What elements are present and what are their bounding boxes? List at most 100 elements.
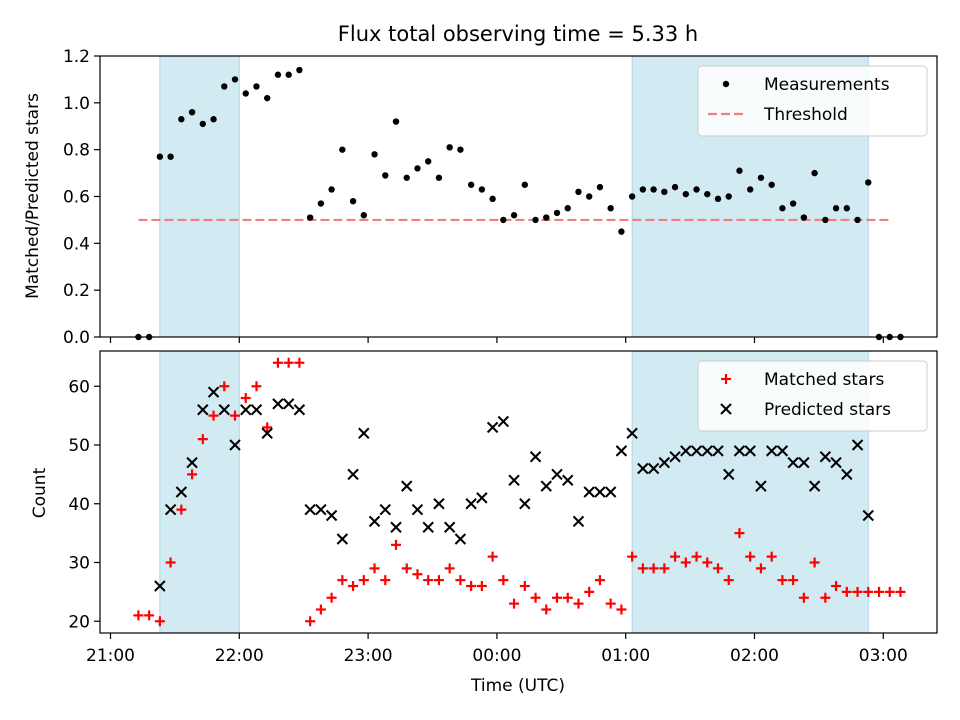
predicted-star-point [433,498,445,510]
legend-marker-measurements [722,80,730,88]
measurement-point [586,193,593,200]
cross-b [733,445,746,457]
top-y-tick-label: 1.2 [63,47,90,67]
matched-star-point [519,581,530,591]
bottom-y-tick-label: 40 [68,495,90,515]
measurement-point [714,195,722,203]
x-axis-label: Time (UTC) [470,676,565,696]
top-y-tick-label: 1.0 [63,94,90,114]
matched-star-point [498,575,509,586]
predicted-star-point [798,456,810,469]
measurement-point [693,186,700,193]
predicted-star-point [712,445,724,457]
matched-star-point [444,563,455,574]
bottom-legend-label: Matched stars [764,370,884,390]
predicted-star-point [347,468,359,481]
predicted-star-point [755,480,767,492]
cross-b [680,445,692,457]
cross-b [723,468,735,481]
matched-star-point [476,581,487,591]
cross-b [594,486,606,498]
measurement-point [510,212,518,219]
matched-star-point [154,616,165,627]
predicted-star-point [154,580,166,592]
cross-b [637,462,649,475]
top-y-tick-label: 0.6 [63,188,90,208]
matched-star-point [487,551,498,562]
predicted-star-point [658,456,671,469]
measurement-point [532,216,539,224]
measurement-point [167,153,174,160]
matched-star-point [541,604,552,615]
predicted-star-point [830,456,842,469]
predicted-star-point [304,503,316,516]
cross-b [841,468,853,481]
cross-b [508,474,520,486]
cross-b [669,451,681,463]
matched-star-point [208,410,219,421]
predicted-star-point [207,386,220,398]
measurement-point [607,205,614,212]
measurement-point [306,214,314,221]
cross-b [701,445,713,457]
top-shaded-interval [159,55,240,338]
top-y-tick-label: 0.0 [63,328,90,348]
predicted-star-point [519,498,531,510]
matched-star-point [412,569,423,580]
measurement-point [349,197,357,205]
cross-b [454,533,467,545]
bottom-y-tick-label: 30 [68,554,90,574]
cross-b [261,427,273,439]
cross-b [272,398,284,410]
measurement-point [832,205,840,212]
predicted-star-point [401,480,413,492]
top-legend-label: Threshold [763,105,848,125]
predicted-star-point [186,456,198,469]
cross-b [422,521,434,533]
matched-star-point [315,604,326,615]
matched-star-point [884,586,895,597]
matched-star-point [809,557,820,568]
matched-star-point [348,581,359,591]
predicted-star-point [411,503,424,516]
cross-b [197,404,209,416]
cross-b [765,445,778,457]
measurement-point [467,181,475,188]
predicted-star-point [733,445,746,457]
predicted-star-point [690,445,703,457]
matched-star-point [648,563,659,574]
measurement-point [371,151,378,158]
predicted-star-point [594,486,606,498]
measurement-point [221,83,228,90]
cross-b [411,503,424,516]
cross-b [529,451,542,463]
predicted-star-point [851,439,864,451]
cross-b [720,403,732,415]
predicted-star-point [497,415,510,428]
top-y-tick-label: 0.8 [63,141,90,161]
measurement-point [650,186,657,193]
predicted-star-point [218,404,230,416]
cross-b [851,439,864,451]
cross-b [175,486,188,498]
matched-star-point [466,581,477,591]
matched-star-point [219,381,230,392]
predicted-star-point [680,445,692,457]
matched-star-point [509,598,520,609]
x-tick-label: 03:00 [859,646,908,666]
matched-star-point [863,586,874,597]
measurement-point [296,66,303,74]
cross-b [604,486,617,498]
measurement-point [628,193,636,200]
predicted-star-point [476,492,488,504]
cross-b [304,503,316,516]
predicted-star-point [293,404,306,416]
matched-star-point [594,575,605,586]
predicted-star-point [723,468,735,481]
bottom-y-tick-label: 50 [68,436,90,456]
predicted-star-point [701,445,713,457]
measurement-point [768,181,775,188]
matched-star-point [326,592,337,603]
cross-b [240,404,252,416]
cross-b [626,427,638,439]
